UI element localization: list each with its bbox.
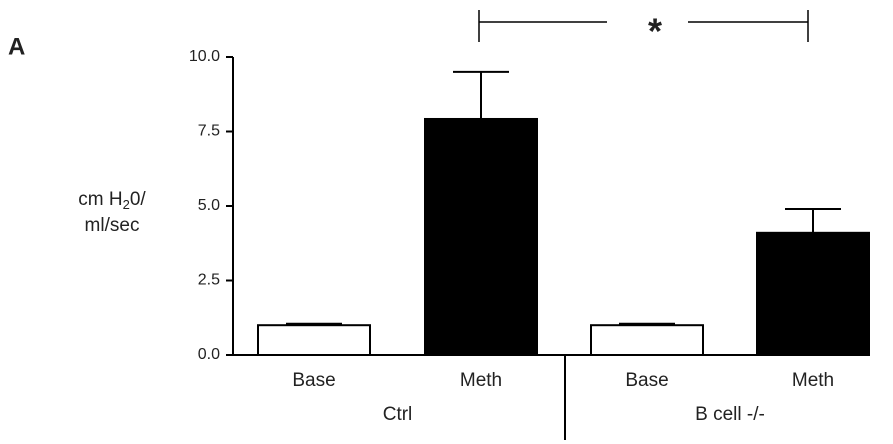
bar (590, 324, 704, 357)
y-tick-label: 5.0 (198, 197, 220, 214)
bar (257, 324, 371, 357)
x-tick-label: Base (625, 370, 668, 391)
x-tick-label: Base (292, 370, 335, 391)
y-tick-label: 2.5 (198, 272, 220, 289)
group-label: B cell -/- (695, 404, 765, 425)
y-tick-label: 10.0 (189, 48, 220, 65)
bar (756, 231, 870, 357)
y-axis-label: cm H20/ (78, 189, 146, 212)
group-label: Ctrl (383, 404, 413, 425)
significance-mark: * (648, 11, 662, 52)
significance-bracket (478, 10, 809, 42)
panel-label: A (8, 33, 25, 60)
x-tick-label: Meth (792, 370, 834, 391)
bar (424, 117, 538, 357)
x-tick-label: Meth (460, 370, 502, 391)
y-tick-label: 7.5 (198, 123, 220, 140)
y-axis-label: ml/sec (85, 215, 140, 236)
y-tick-label: 0.0 (198, 346, 220, 363)
